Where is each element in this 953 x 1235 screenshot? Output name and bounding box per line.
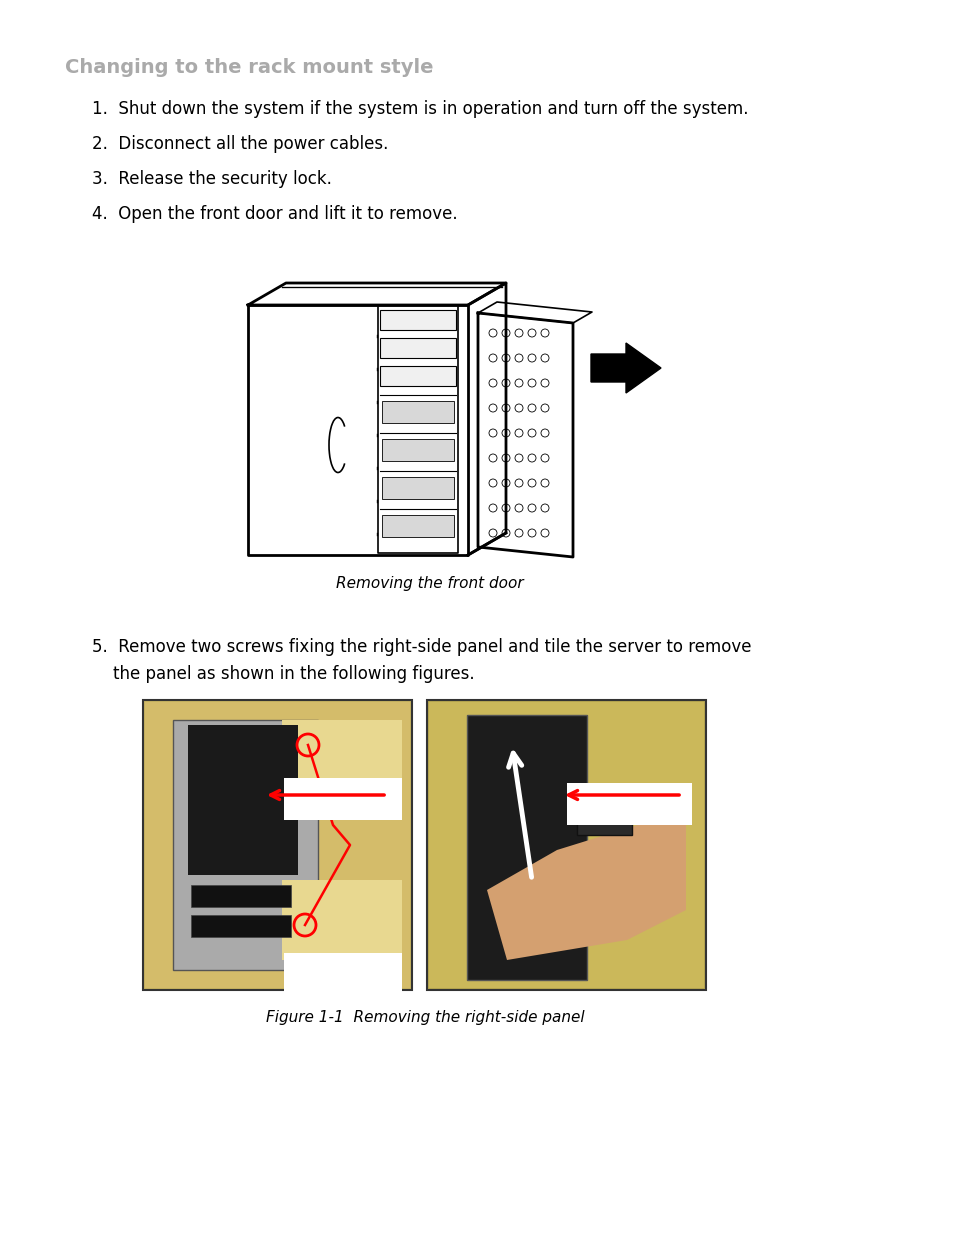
Bar <box>381 401 454 424</box>
Text: the panel as shown in the following figures.: the panel as shown in the following figu… <box>91 664 475 683</box>
Bar <box>379 338 456 358</box>
Bar <box>282 881 401 960</box>
Bar <box>284 778 401 820</box>
FancyArrow shape <box>590 343 660 393</box>
Bar <box>191 915 291 937</box>
Bar <box>381 438 454 461</box>
Bar <box>191 885 291 906</box>
Text: 5.  Remove two screws fixing the right-side panel and tile the server to remove: 5. Remove two screws fixing the right-si… <box>91 638 751 656</box>
Bar <box>379 310 456 330</box>
Bar <box>145 701 410 988</box>
Text: 4.  Open the front door and lift it to remove.: 4. Open the front door and lift it to re… <box>91 205 457 224</box>
Polygon shape <box>486 810 685 960</box>
Bar <box>379 366 456 387</box>
Bar <box>577 805 631 835</box>
Text: 3.  Release the security lock.: 3. Release the security lock. <box>91 170 332 188</box>
Bar <box>172 720 317 969</box>
Bar <box>284 953 401 995</box>
Text: 2.  Disconnect all the power cables.: 2. Disconnect all the power cables. <box>91 135 388 153</box>
Text: Figure 1-1  Removing the right-side panel: Figure 1-1 Removing the right-side panel <box>265 1010 583 1025</box>
Bar <box>381 515 454 537</box>
Bar <box>427 700 705 990</box>
Bar <box>566 783 691 825</box>
Bar <box>381 477 454 499</box>
Text: Removing the front door: Removing the front door <box>335 576 523 592</box>
Bar <box>188 725 297 876</box>
Bar <box>429 701 703 988</box>
Text: 1.  Shut down the system if the system is in operation and turn off the system.: 1. Shut down the system if the system is… <box>91 100 748 119</box>
Bar <box>143 700 412 990</box>
Bar <box>467 715 586 981</box>
Bar <box>282 720 401 800</box>
Text: Changing to the rack mount style: Changing to the rack mount style <box>65 58 433 77</box>
